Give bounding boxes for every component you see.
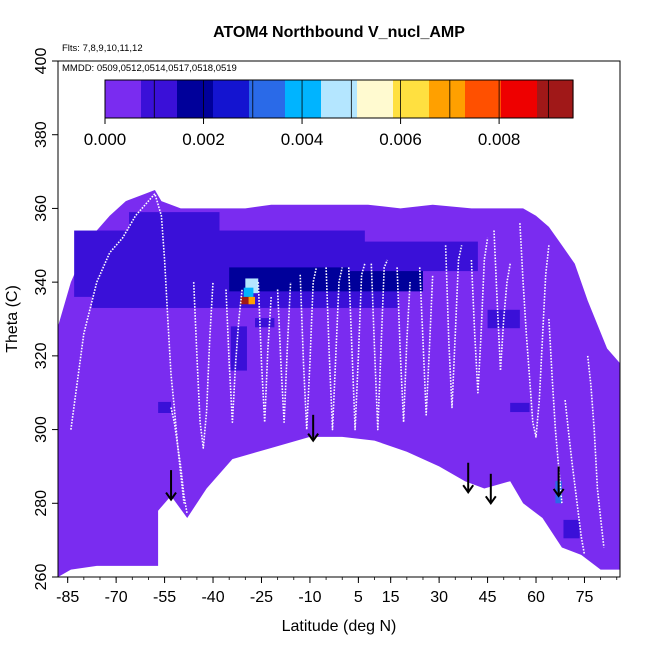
flight-track: [586, 355, 605, 548]
flight-track: [70, 192, 185, 504]
plot-area: [58, 190, 620, 577]
flight-track: [470, 237, 489, 394]
y-axis: 260 280 300 320 340 360 380 400: [33, 48, 58, 591]
y-tick-label: 260: [33, 564, 50, 591]
colorbar-frame: [104, 79, 574, 119]
flight-track: [548, 318, 563, 504]
colorbar: 0.000 0.002 0.004 0.006 0.008: [84, 79, 574, 149]
heatmap-cell: [526, 293, 546, 308]
colorbar-swatch: [537, 80, 574, 118]
flight-track: [347, 263, 366, 431]
down-arrow-marker: [552, 466, 565, 498]
dates-note: MMDD: 0509,0512,0514,0517,0518,0519: [62, 63, 237, 74]
x-axis: -85 -70 -55 -40 -25 -10 5 15 30 45 60 75: [56, 577, 618, 606]
heatmap-cell: [154, 237, 349, 268]
flight-track: [444, 245, 463, 409]
y-tick-label: 360: [33, 195, 50, 222]
flight-track: [519, 223, 550, 438]
heatmap-cell: [230, 326, 247, 371]
down-arrow-marker: [462, 462, 475, 494]
flight-track: [192, 282, 214, 449]
heatmap-cell: [510, 402, 530, 413]
flight-track: [276, 282, 292, 424]
y-tick-label: 340: [33, 269, 50, 296]
colorbar-swatch: [177, 80, 214, 118]
y-axis-label: Theta (C): [4, 285, 21, 353]
y-tick-label: 400: [33, 48, 50, 75]
x-tick-label: -70: [105, 589, 128, 606]
x-tick-label: -25: [250, 589, 273, 606]
x-axis-label: Latitude (deg N): [282, 618, 397, 635]
y-tick-label: 380: [33, 121, 50, 148]
flight-tracks: [70, 192, 605, 556]
colorbar-swatch: [357, 80, 394, 118]
flight-track: [325, 267, 343, 431]
x-tick-label: -40: [201, 589, 224, 606]
heatmap-cell: [243, 287, 254, 299]
heatmap-cell: [255, 318, 275, 328]
heatmap-cell: [563, 519, 580, 539]
down-arrow-marker: [165, 470, 177, 502]
plot-frame: [57, 60, 621, 578]
flight-track: [396, 267, 411, 424]
x-tick-label: -85: [56, 589, 79, 606]
x-tick-label: 30: [430, 589, 448, 606]
colorbar-swatch: [213, 80, 250, 118]
x-tick-label: 5: [354, 589, 363, 606]
flight-track: [257, 282, 272, 424]
x-tick-label: 45: [479, 589, 497, 606]
chart-title: ATOM4 Northbound V_nucl_AMP: [213, 24, 465, 41]
colorbar-tick-label: 0.006: [379, 130, 422, 149]
colorbar-tick-label: 0.004: [281, 130, 324, 149]
heatmap-cell: [240, 296, 251, 305]
y-tick-label: 320: [33, 342, 50, 369]
heatmap-cell: [129, 212, 220, 235]
flight-track: [170, 407, 188, 515]
x-tick-label: 75: [576, 589, 594, 606]
flight-track: [418, 267, 434, 416]
x-tick-label: -10: [298, 589, 321, 606]
heatmap-cell: [348, 241, 478, 272]
colorbar-swatch: [501, 80, 538, 118]
flight-track: [564, 400, 586, 556]
down-arrow-marker: [484, 473, 497, 506]
colorbar-tick-label: 0.002: [182, 130, 225, 149]
flight-track: [493, 230, 511, 372]
heatmap-cell: [248, 296, 256, 305]
flight-track: [225, 289, 243, 424]
heatmap-cell: [158, 401, 172, 413]
colorbar-tick-label: 0.000: [84, 130, 127, 149]
y-tick-label: 300: [33, 416, 50, 443]
x-tick-label: -55: [153, 589, 176, 606]
colorbar-swatch: [429, 80, 466, 118]
colorbar-swatch: [105, 80, 142, 118]
heatmap-cells: [74, 212, 580, 539]
x-tick-label: 15: [382, 589, 400, 606]
heatmap-cell: [487, 309, 520, 329]
down-arrow-marker: [307, 414, 319, 443]
y-tick-label: 280: [33, 490, 50, 517]
flights-note: Flts: 7,8,9,10,11,12: [62, 43, 143, 54]
x-tick-label: 60: [527, 589, 545, 606]
colorbar-swatch: [465, 80, 502, 118]
colorbar-swatch: [321, 80, 358, 118]
colorbar-swatch: [285, 80, 322, 118]
colorbar-swatch: [393, 80, 430, 118]
colorbar-swatch: [249, 80, 286, 118]
colorbar-tick-label: 0.008: [478, 130, 521, 149]
colorbar-swatch: [141, 80, 178, 118]
marker-arrows: [165, 414, 565, 506]
